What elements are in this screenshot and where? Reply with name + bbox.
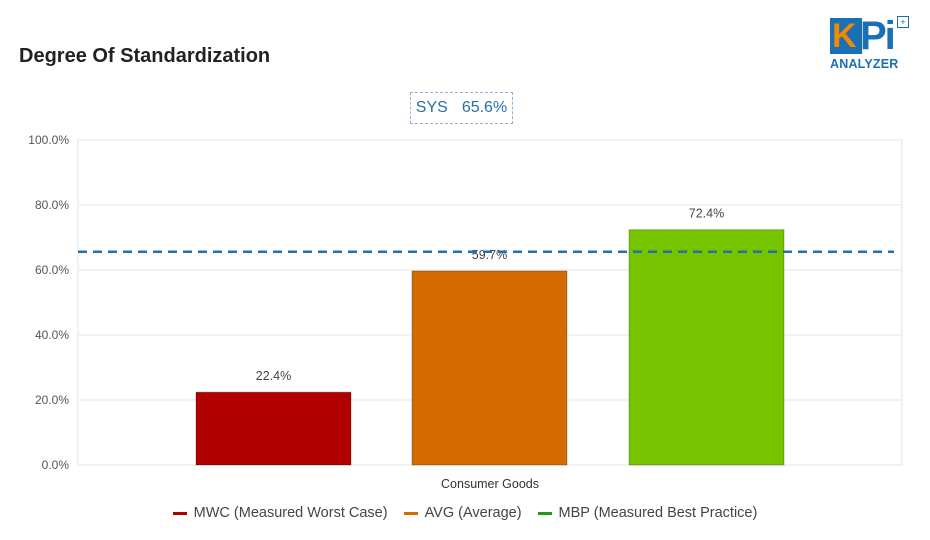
kpi-analyzer-logo: K Pi + ANALYZER xyxy=(830,16,910,74)
legend-item: MWC (Measured Worst Case) xyxy=(172,505,388,521)
y-tick-label: 100.0% xyxy=(28,133,69,147)
y-tick-label: 40.0% xyxy=(35,328,69,342)
bar-data-label: 72.4% xyxy=(689,207,724,221)
x-category-label: Consumer Goods xyxy=(441,477,539,491)
bar-chart: 0.0% 20.0% 40.0% 60.0% 80.0% 100.0% 22.4% 59.7%… xyxy=(28,133,903,491)
bar-data-label: 59.7% xyxy=(472,248,507,262)
sys-label: SYS xyxy=(415,99,448,116)
legend-swatch xyxy=(403,511,418,515)
y-tick-label: 80.0% xyxy=(35,198,69,212)
legend-item: AVG (Average) xyxy=(403,505,522,521)
legend-item: MBP (Measured Best Practice) xyxy=(537,505,758,521)
y-tick-label: 20.0% xyxy=(35,393,69,407)
chart-legend: MWC (Measured Worst Case) AVG (Average) MB… xyxy=(0,505,930,521)
legend-label: MBP (Measured Best Practice) xyxy=(558,505,758,521)
bar-1 xyxy=(195,391,352,466)
logo-plus-icon: + xyxy=(897,16,909,28)
bar-3 xyxy=(628,229,785,466)
logo-k-block xyxy=(830,18,862,54)
legend-swatch xyxy=(537,511,552,515)
legend-label: AVG (Average) xyxy=(424,505,522,521)
logo-pi-letters: Pi xyxy=(860,14,896,58)
logo-wordmark: ANALYZER xyxy=(830,57,899,71)
bar-2 xyxy=(411,270,568,466)
y-tick-label: 0.0% xyxy=(42,458,70,472)
bar-data-label: 22.4% xyxy=(256,369,291,383)
sys-reference-badge: SYS 65.6% xyxy=(410,92,513,124)
legend-swatch xyxy=(172,511,187,515)
legend-label: MWC (Measured Worst Case) xyxy=(193,505,388,521)
y-tick-label: 60.0% xyxy=(35,263,69,277)
chart-title: Degree Of Standardization xyxy=(19,45,271,67)
sys-value: 65.6% xyxy=(461,99,508,116)
logo-k-letter: K xyxy=(832,17,857,55)
